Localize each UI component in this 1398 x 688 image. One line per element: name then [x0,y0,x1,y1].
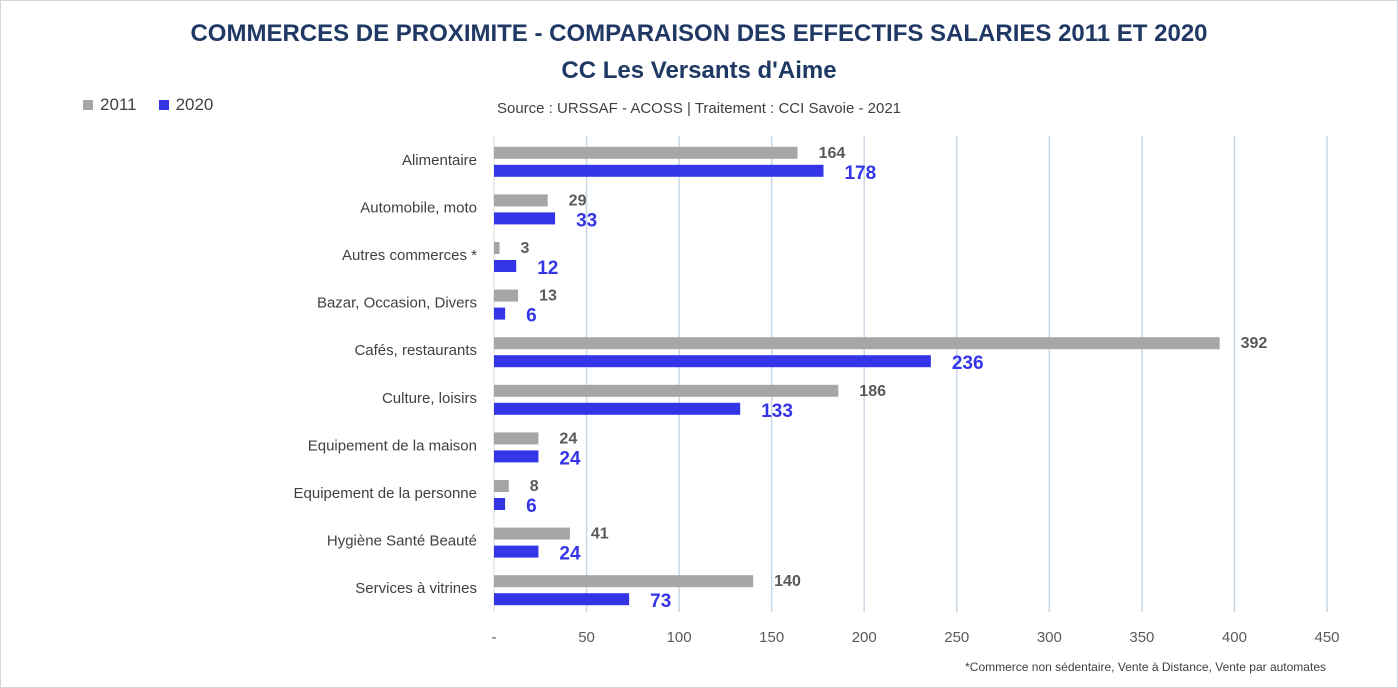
bar-2011-0 [494,146,798,159]
category-label-4: Cafés, restaurants [354,342,477,359]
bar-2020-7 [494,498,506,510]
data-label-2011-9: 140 [774,573,801,590]
bar-2011-8 [494,527,570,540]
bar-2020-4 [494,355,931,368]
x-tick-label-0: - [492,629,497,646]
legend-swatch-2020 [158,100,169,110]
category-label-7: Equipement de la personne [294,485,477,502]
category-label-1: Automobile, moto [360,199,477,216]
category-label-2: Autres commerces * [342,247,477,264]
data-label-2020-4: 236 [952,353,984,374]
chart-title: COMMERCES DE PROXIMITE - COMPARAISON DES… [190,20,1208,47]
data-label-2011-8: 41 [591,526,609,543]
legend: 2011 2020 [83,95,213,115]
x-tick-label-100: 100 [667,629,692,646]
data-label-2020-9: 73 [650,591,671,612]
legend-item-2011: 2011 [83,95,137,115]
chart-source: Source : URSSAF - ACOSS | Traitement : C… [496,100,902,117]
legend-label-2011: 2011 [100,95,137,114]
data-label-2020-1: 33 [576,210,597,231]
legend-item-2020: 2020 [158,95,214,115]
bar-2020-0 [494,164,824,177]
data-label-2011-6: 24 [559,430,577,447]
bar-2020-3 [494,307,506,320]
bar-2020-2 [494,260,517,272]
category-label-9: Services à vitrines [355,580,477,597]
category-label-6: Equipement de la maison [308,437,477,454]
bar-2011-2 [494,242,500,254]
x-tick-label-400: 400 [1222,629,1247,646]
bar-2011-4 [494,337,1220,350]
data-label-2011-5: 186 [859,383,886,400]
bar-2020-8 [494,545,539,558]
x-tick-label-350: 350 [1129,629,1154,646]
bar-2011-9 [494,575,754,588]
footnote: *Commerce non sédentaire, Vente à Distan… [965,660,1326,674]
data-label-2011-2: 3 [521,240,530,257]
bar-2020-6 [494,450,539,463]
category-label-0: Alimentaire [402,152,477,169]
data-label-2020-2: 12 [537,258,558,279]
bar-2011-3 [494,289,519,302]
legend-swatch-2011 [83,100,93,110]
x-tick-label-300: 300 [1037,629,1062,646]
bar-2020-9 [494,593,630,606]
data-label-2011-4: 392 [1241,335,1268,352]
data-label-2011-0: 164 [819,145,846,162]
category-label-3: Bazar, Occasion, Divers [317,295,477,312]
bar-2011-5 [494,384,839,397]
bar-2020-5 [494,402,741,415]
data-label-2020-7: 6 [526,496,537,517]
data-label-2011-1: 29 [569,192,587,209]
x-tick-label-200: 200 [852,629,877,646]
data-label-2020-5: 133 [761,401,793,422]
chart-subtitle: CC Les Versants d'Aime [561,57,837,84]
bar-2011-6 [494,432,539,445]
x-tick-label-450: 450 [1314,629,1339,646]
data-label-2020-6: 24 [559,448,581,469]
bar-2011-7 [494,480,509,492]
x-tick-label-150: 150 [759,629,784,646]
x-tick-label-250: 250 [944,629,969,646]
data-label-2020-3: 6 [526,306,537,327]
data-label-2011-3: 13 [539,288,557,305]
legend-label-2020: 2020 [175,95,214,114]
bar-2020-1 [494,212,556,225]
x-tick-label-50: 50 [578,629,595,646]
data-label-2011-7: 8 [530,478,539,495]
bar-2011-1 [494,194,548,207]
data-label-2020-8: 24 [559,544,581,565]
data-label-2020-0: 178 [844,163,876,184]
category-label-8: Hygiène Santé Beauté [327,533,477,550]
category-label-5: Culture, loisirs [382,390,477,407]
